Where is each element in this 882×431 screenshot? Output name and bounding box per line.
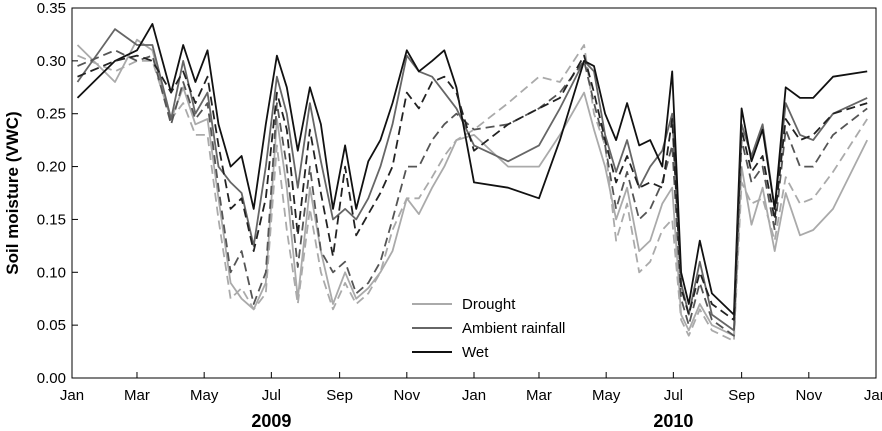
x-tick-label: Jan [462,387,486,404]
y-tick-label: 0.05 [37,317,66,334]
year-label: 2009 [251,411,291,431]
y-tick-label: 0.20 [37,159,66,176]
y-tick-label: 0.35 [37,0,66,17]
x-tick-label: Mar [526,387,552,404]
y-tick-label: 0.10 [37,264,66,281]
x-axis: Jan Mar May Jul Sep Nov Jan Mar May Jul Sep Nov Jan [60,372,882,404]
legend: Drought Ambient rainfall Wet [412,296,565,361]
x-tick-label: Nov [393,387,420,404]
series-line-4 [76,23,868,316]
x-tick-label: Jan [864,387,882,404]
x-tick-label: Jul [664,387,683,404]
x-tick-label: Jul [262,387,281,404]
x-tick-label: May [592,387,621,404]
series-lines [76,23,869,342]
x-tick-label: Sep [728,387,755,404]
year-label: 2010 [653,411,693,431]
x-tick-label: Sep [326,387,353,404]
series-line-3 [77,49,868,337]
legend-label: Drought [462,296,516,313]
series-line-2 [76,28,868,332]
legend-label: Wet [462,344,489,361]
series-line-1 [77,44,868,342]
x-tick-label: Nov [795,387,822,404]
y-tick-label: 0.00 [37,370,66,387]
x-tick-label: Jan [60,387,84,404]
y-tick-label: 0.15 [37,211,66,228]
series-line-5 [77,54,868,321]
y-axis: 0.00 0.05 0.10 0.15 0.20 0.25 0.30 0.35 [37,0,78,387]
y-axis-label: Soil moisture (VWC) [3,111,22,274]
y-tick-label: 0.25 [37,106,66,123]
x-tick-label: May [190,387,219,404]
x-tick-label: Mar [124,387,150,404]
y-tick-label: 0.30 [37,53,66,70]
plot-area [71,7,877,379]
year-labels: 2009 2010 [251,411,693,431]
legend-label: Ambient rainfall [462,320,565,337]
